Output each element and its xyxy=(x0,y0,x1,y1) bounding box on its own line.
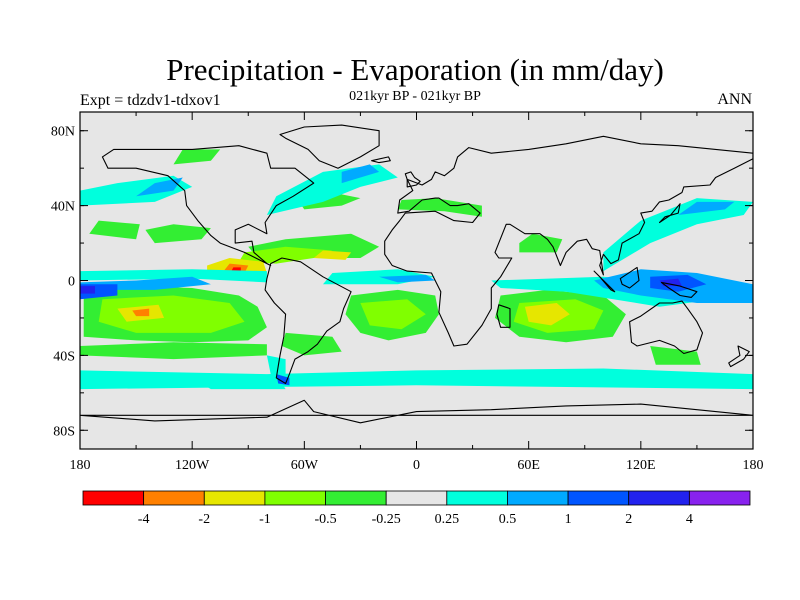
lat-tick-label: 40S xyxy=(53,349,75,364)
colorbar-label: 1 xyxy=(565,512,572,527)
colorbar-swatch xyxy=(82,490,145,506)
coastline xyxy=(264,257,352,385)
coastlines xyxy=(80,124,753,424)
colorbar-label: -1 xyxy=(259,512,271,527)
field-contour-lightgreen xyxy=(360,299,426,330)
lon-tick-label: 120W xyxy=(175,458,210,473)
field-contour-yellow xyxy=(313,250,352,260)
colorbar-swatch xyxy=(143,490,205,506)
colorbar-swatch xyxy=(264,490,326,506)
coastline xyxy=(384,135,753,347)
coastline xyxy=(593,270,616,293)
coastline xyxy=(371,156,391,164)
colorbar-swatch xyxy=(325,490,387,506)
colorbar-label: -4 xyxy=(138,512,150,527)
field-contour-darkblue xyxy=(80,286,95,294)
field-contour-lightgreen xyxy=(98,295,245,333)
coastline xyxy=(404,171,421,188)
field-contour-lightblue xyxy=(678,201,735,215)
coastline xyxy=(728,345,750,368)
field-contour-cyan xyxy=(266,164,398,215)
colorbar-label: 2 xyxy=(625,512,632,527)
colorbar-swatch xyxy=(688,490,751,506)
colorbar-swatch xyxy=(507,490,569,506)
field-contour-lightblue xyxy=(341,164,380,184)
field-contour-lightblue xyxy=(379,274,436,283)
colorbar-swatch xyxy=(628,490,690,506)
lon-tick-label: 180 xyxy=(70,458,91,473)
colorbar: -4 -2 -1 -0.5 -0.25 0.25 0.5 1 2 4 xyxy=(82,490,751,527)
coastline xyxy=(80,399,753,424)
colorbar-swatch xyxy=(446,490,508,506)
lon-tick-label: 60E xyxy=(517,458,540,473)
colorbar-label: 0.5 xyxy=(499,512,517,527)
coastline xyxy=(101,145,315,267)
colorbar-label: -0.5 xyxy=(314,512,336,527)
longitude-axis: 180 120W 60W 0 60E 120E 180 xyxy=(70,112,764,473)
lat-tick-label: 40N xyxy=(51,200,75,215)
field-contour-green xyxy=(281,332,342,356)
experiment-label: Expt = tdzdv1-tdxov1 xyxy=(80,92,221,109)
field-contour-cyan xyxy=(192,374,286,390)
lat-tick-label: 80S xyxy=(53,424,75,439)
coastline xyxy=(279,124,380,169)
field-contour-cyan xyxy=(266,355,286,378)
field-contour-red xyxy=(231,267,241,272)
field-contour-green xyxy=(80,342,267,360)
latitude-axis: 80N 40N 0 40S 80S xyxy=(51,125,753,439)
colorbar-label: -0.25 xyxy=(372,512,401,527)
map-title: Precipitation - Evaporation (in mm/day) xyxy=(166,52,664,87)
coastline xyxy=(660,281,698,298)
colorbar-swatch xyxy=(203,490,266,506)
field-contour-green xyxy=(173,149,221,165)
lon-tick-label: 120E xyxy=(626,458,656,473)
field-contour-green xyxy=(650,346,701,365)
field-contour-lightblue xyxy=(136,177,183,197)
field-contour-green xyxy=(145,224,211,244)
colorbar-swatch xyxy=(385,490,448,506)
field-contour-cyan xyxy=(80,269,267,283)
colorbar-label: -2 xyxy=(198,512,210,527)
coastline xyxy=(619,266,640,289)
coastline xyxy=(629,300,704,355)
lon-tick-label: 0 xyxy=(413,458,420,473)
season-label: ANN xyxy=(717,91,752,108)
field-contour-green xyxy=(519,233,563,253)
lon-tick-label: 180 xyxy=(743,458,764,473)
colorbar-label: 4 xyxy=(686,512,693,527)
field-contour-green xyxy=(89,220,140,240)
colorbar-label: 0.25 xyxy=(435,512,460,527)
field-contour-cyan xyxy=(603,198,753,272)
colorbar-swatch xyxy=(567,490,630,506)
field-contour-orange xyxy=(132,308,150,317)
coastline xyxy=(496,304,511,328)
field-contour-yellow xyxy=(524,303,570,326)
lat-tick-label: 80N xyxy=(51,125,75,140)
lon-tick-label: 60W xyxy=(291,458,319,473)
lat-tick-label: 0 xyxy=(68,275,75,290)
map-subtitle: 021kyr BP - 021kyr BP xyxy=(349,89,481,104)
field-contour-darkblue xyxy=(659,278,682,287)
coastline xyxy=(658,203,681,224)
